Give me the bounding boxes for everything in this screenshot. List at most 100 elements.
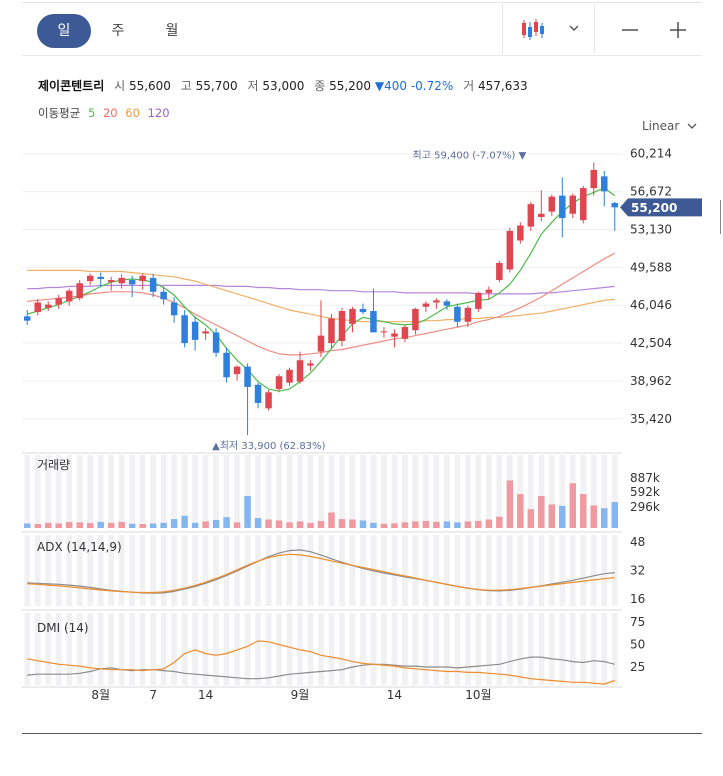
scale-selector[interactable]: Linear: [642, 119, 697, 133]
candle-body: [44, 304, 52, 308]
tab-weekly[interactable]: 주: [111, 23, 125, 39]
candlestick-icon[interactable]: [518, 16, 548, 44]
volume-bar: [454, 522, 461, 528]
dmi-tick-label: 25: [630, 660, 645, 674]
candle-body: [202, 331, 209, 334]
volume-bar: [359, 520, 367, 528]
volume-bar: [475, 520, 482, 528]
candle-body: [433, 300, 440, 303]
volume-bar: [65, 522, 73, 528]
high-annotation: 최고 59,400 (-7.07%) ▼: [413, 149, 527, 161]
candle-body: [401, 327, 409, 339]
candle-body: [97, 276, 104, 279]
volume-bar: [139, 523, 146, 528]
volume-bar: [34, 523, 41, 528]
x-tick-label: 8월: [91, 688, 110, 702]
candle-body: [548, 196, 556, 212]
open-label: 시: [114, 79, 126, 93]
volume-bar: [433, 521, 440, 528]
volume-bar: [485, 519, 493, 528]
x-tick-label: 10월: [465, 688, 491, 702]
candle-body: [233, 366, 241, 375]
volume-bar: [307, 522, 314, 528]
volume-bar: [538, 495, 545, 528]
volume-tick-label: 296k: [630, 500, 660, 514]
volume-bar: [107, 522, 115, 528]
candle-body: [506, 230, 514, 270]
candle-body: [412, 308, 419, 331]
candle-body: [107, 280, 115, 283]
volume-bar: [601, 508, 608, 528]
candle-body: [265, 392, 272, 409]
candle-body: [55, 298, 62, 305]
ma-legend: 이동평균 5 20 60 120: [38, 105, 170, 121]
volume-bar: [55, 523, 62, 528]
volume-bar: [443, 521, 451, 528]
candle-body: [443, 301, 451, 306]
ma60-legend: 60: [125, 106, 140, 120]
volume-bar: [328, 512, 335, 528]
price-tick-label: 38,962: [630, 374, 672, 388]
header-divider: [22, 55, 702, 56]
volume-bar: [118, 521, 125, 528]
candle-body: [359, 308, 367, 313]
chevron-down-icon[interactable]: [564, 18, 584, 38]
price-tick-label: 56,672: [630, 185, 672, 199]
volume-bar: [97, 521, 104, 528]
low-label: 저: [247, 79, 259, 93]
ma5-line: [27, 187, 616, 392]
candle-body: [422, 303, 430, 307]
volume-tick-label: 887k: [630, 471, 660, 485]
dmi-tick-label: 75: [630, 615, 645, 629]
adx-line-orange: [27, 553, 615, 594]
candle-body: [65, 290, 73, 302]
volume-bar: [317, 520, 325, 528]
minus-icon[interactable]: [618, 18, 642, 42]
adx-tick-label: 32: [630, 564, 645, 578]
volume-value: 457,633: [478, 79, 528, 93]
volume-bar: [191, 522, 199, 528]
volume-bar: [212, 519, 220, 528]
volume-bar: [170, 519, 178, 528]
candle-body: [580, 188, 587, 221]
adx-tick-label: 48: [630, 535, 645, 549]
volume-bar: [391, 523, 398, 528]
volume-bar: [496, 516, 503, 528]
ma-legend-label: 이동평균: [38, 106, 81, 120]
volume-bar: [590, 505, 598, 528]
candle-body: [328, 318, 335, 344]
dmi-tick-label: 50: [630, 638, 645, 652]
plus-icon[interactable]: [666, 18, 690, 42]
chart-toolbar: [502, 4, 703, 54]
volume-bar: [611, 502, 619, 528]
volume-bar: [517, 494, 524, 528]
dmi-line-orange: [27, 640, 615, 685]
volume-bar: [506, 480, 514, 528]
bottom-divider: [22, 733, 702, 734]
candle-body: [286, 369, 293, 383]
tab-daily[interactable]: 일: [37, 14, 91, 48]
candle-body: [517, 225, 524, 241]
volume-bar: [296, 521, 304, 528]
candle-body: [275, 376, 283, 390]
candle-body: [76, 283, 83, 299]
candle-body: [149, 277, 157, 292]
toolbar-divider: [594, 4, 595, 54]
candle-body: [496, 262, 503, 281]
candle-body: [223, 352, 230, 378]
scale-label: Linear: [642, 119, 680, 133]
ma120-line: [27, 284, 615, 295]
candle-body: [170, 302, 178, 316]
x-tick-label: 14: [387, 688, 402, 702]
candle-body: [391, 333, 398, 337]
tab-monthly[interactable]: 월: [165, 23, 179, 39]
high-label: 고: [180, 79, 192, 93]
current-price-tag: [620, 198, 702, 217]
volume-bar: [265, 519, 272, 528]
candle-body: [538, 213, 545, 217]
candle-body: [349, 308, 356, 324]
volume-bar: [202, 521, 209, 528]
candle-body: [475, 292, 482, 309]
candle-body: [160, 291, 167, 300]
